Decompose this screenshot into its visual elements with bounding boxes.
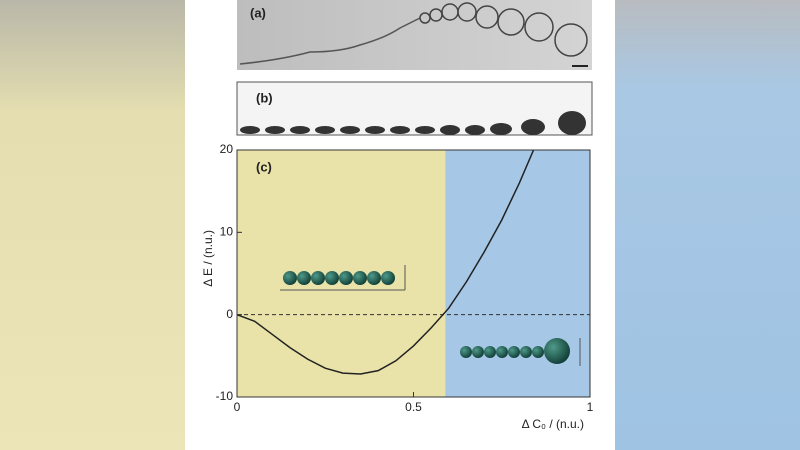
y-tick-label: 0	[226, 307, 233, 321]
blurred-left	[0, 0, 185, 450]
blurred-right	[615, 0, 800, 450]
y-tick-label: 20	[220, 142, 234, 156]
x-tick-label: 0.5	[405, 400, 422, 414]
beads-b	[240, 111, 586, 135]
tube	[239, 17, 421, 65]
y-axis-label: Δ E / (n.u.)	[201, 230, 215, 287]
panel-label: (a)	[250, 5, 266, 20]
panel-a: (a)	[237, 0, 592, 70]
curve	[236, 149, 535, 375]
inset-uniform	[280, 265, 406, 291]
vesicles	[419, 2, 588, 57]
x-axis-label: Δ C₀ / (n.u.)	[522, 417, 584, 431]
x-tick-label: 0	[234, 400, 241, 414]
x-tick-label: 1	[587, 400, 594, 414]
y-tick-label: 10	[220, 225, 234, 239]
panel-b: (b)	[236, 81, 593, 136]
y-tick-label: -10	[216, 389, 234, 403]
micrograph	[237, 0, 592, 70]
inset-growing	[460, 338, 581, 366]
panel-label: (c)	[256, 159, 272, 174]
panel-label: (b)	[256, 90, 273, 105]
